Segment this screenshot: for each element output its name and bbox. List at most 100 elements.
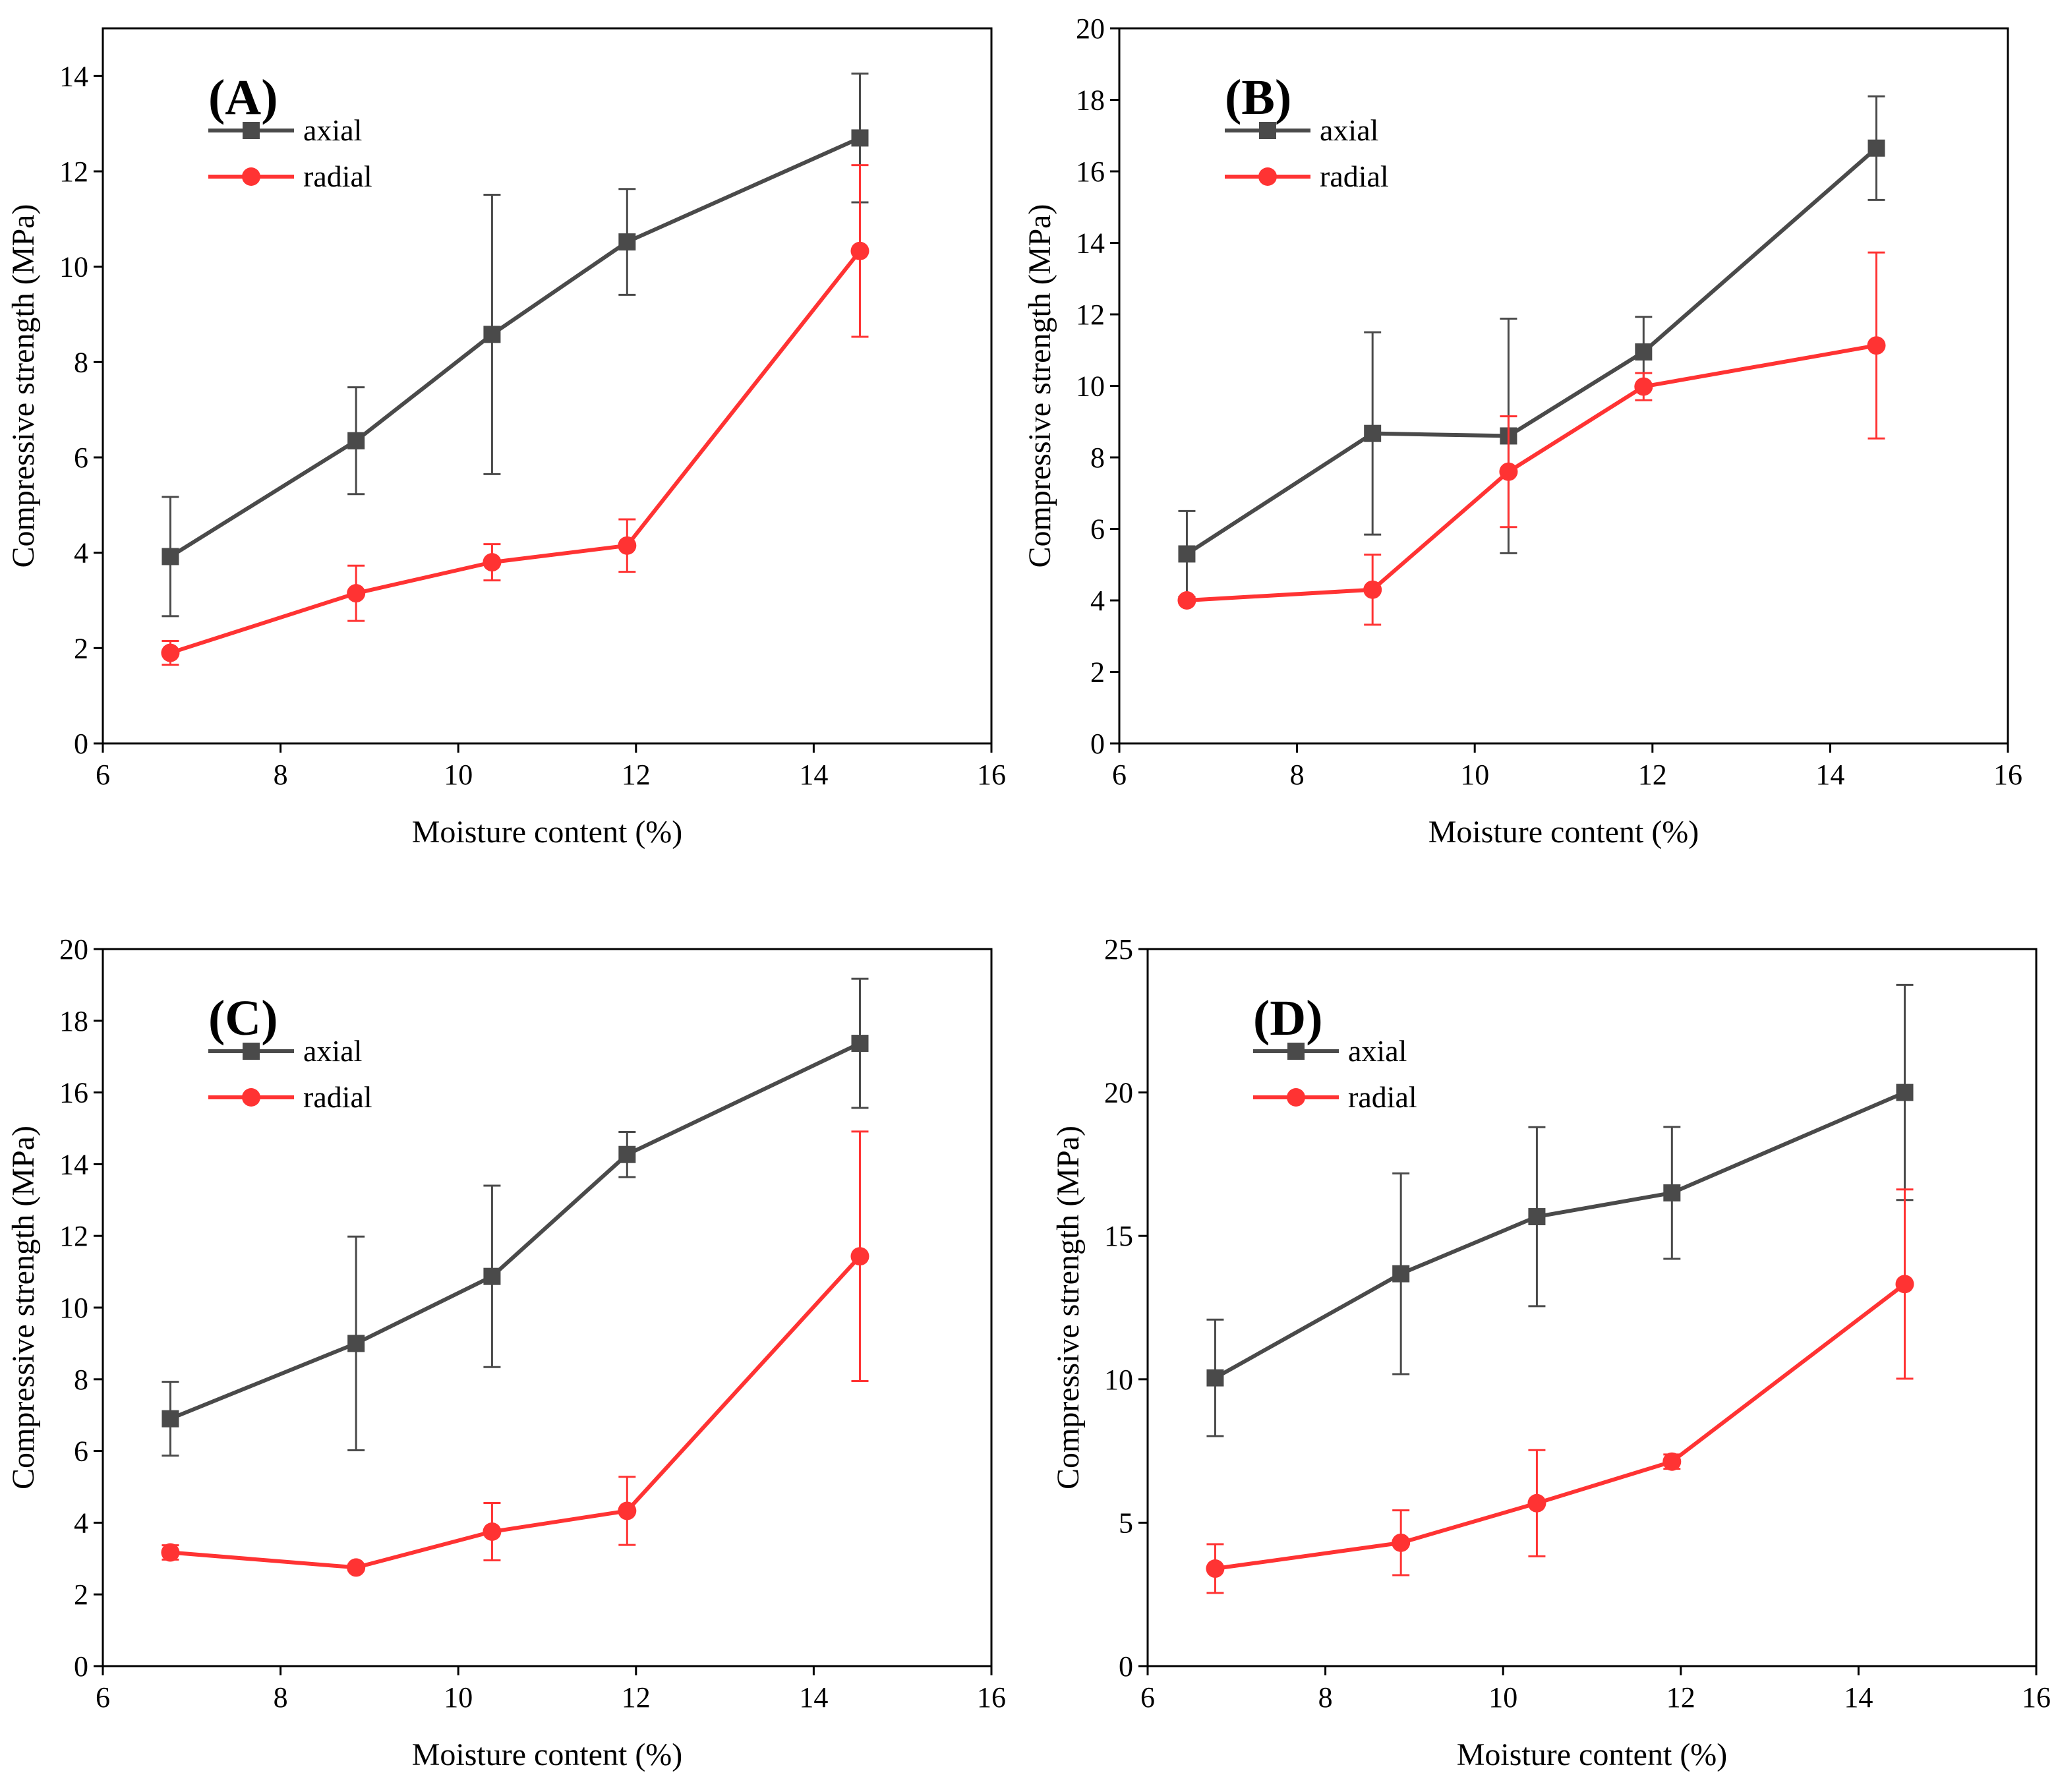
legend-marker — [1287, 1088, 1305, 1107]
data-point — [618, 536, 637, 555]
legend-label: radial — [1348, 1080, 1417, 1114]
y-tick-label: 4 — [74, 1507, 88, 1539]
chart-panel-d: 6 8 10 12 14 16 0 5 10 15 20 25 Moisture content (%)… — [1051, 933, 2051, 1772]
x-axis-title: Moisture content (%) — [1457, 1737, 1728, 1772]
x-tick-label: 12 — [622, 759, 651, 791]
legend-marker — [1259, 122, 1276, 139]
legend-label: axial — [1320, 113, 1378, 147]
chart-panel-b: 6 8 10 12 14 16 0 2 4 6 8 10 12 14 16 18 20 Moisture cont… — [1022, 13, 2022, 850]
x-tick-label: 8 — [1290, 759, 1305, 791]
x-tick-label: 10 — [1460, 759, 1489, 791]
x-axis-title: Moisture content (%) — [1428, 815, 1699, 850]
x-tick-label: 14 — [1815, 759, 1844, 791]
data-point — [618, 1145, 636, 1163]
legend-marker — [242, 167, 260, 186]
data-point — [850, 1247, 869, 1266]
x-tick-label: 6 — [96, 759, 110, 791]
legend-marker — [243, 1043, 260, 1060]
y-tick-label: 6 — [1090, 513, 1105, 546]
data-point — [1663, 1184, 1681, 1201]
x-tick-label: 10 — [444, 1681, 473, 1714]
y-tick-label: 12 — [59, 1220, 88, 1252]
x-tick-label: 8 — [274, 1681, 288, 1714]
data-point — [347, 1558, 366, 1577]
x-tick-label: 14 — [799, 1681, 828, 1714]
x-tick-label: 6 — [1112, 759, 1127, 791]
y-tick-label: 20 — [1076, 13, 1105, 45]
series-radial — [1177, 251, 1886, 626]
y-tick-label: 10 — [1076, 370, 1105, 403]
series-radial — [161, 164, 869, 666]
y-tick-label: 8 — [74, 1364, 88, 1396]
data-point — [1206, 1559, 1225, 1578]
y-tick-label: 8 — [74, 346, 88, 378]
y-tick-label: 18 — [59, 1005, 88, 1037]
x-tick-label: 16 — [1993, 759, 2022, 791]
x-tick-label: 10 — [1488, 1681, 1517, 1714]
x-tick-label: 12 — [622, 1681, 651, 1714]
x-axis-title: Moisture content (%) — [412, 815, 683, 850]
data-point — [850, 241, 869, 260]
data-point — [1178, 545, 1196, 563]
series-radial — [161, 1130, 869, 1577]
legend-item-axial: axial — [208, 113, 362, 147]
y-tick-label: 12 — [59, 156, 88, 188]
y-tick-label: 2 — [74, 632, 88, 664]
data-point — [618, 233, 636, 251]
x-axis-title: Moisture content (%) — [412, 1737, 683, 1772]
y-tick-label: 5 — [1119, 1507, 1133, 1539]
data-point — [162, 548, 179, 565]
y-tick-label: 2 — [1090, 656, 1105, 689]
legend: axial radial — [208, 113, 372, 193]
y-tick-label: 0 — [1090, 728, 1105, 760]
y-tick-label: 15 — [1104, 1220, 1133, 1252]
x-tick-label: 14 — [1844, 1681, 1873, 1714]
plot-frame — [1146, 948, 2038, 1667]
legend-item-radial: radial — [1253, 1080, 1417, 1114]
legend-marker — [1287, 1043, 1305, 1060]
data-point — [483, 553, 502, 572]
x-tick-label: 16 — [977, 759, 1006, 791]
chart-panel-c: 6 8 10 12 14 16 0 2 4 6 8 10 12 14 16 18 20 Moisture cont… — [6, 933, 1006, 1772]
data-point — [161, 643, 180, 662]
y-tick-label: 8 — [1090, 442, 1105, 474]
data-point — [483, 326, 501, 343]
y-axis-title: Compressive strength (MPa) — [6, 1126, 41, 1489]
data-point — [1867, 336, 1886, 355]
y-tick-label: 0 — [1119, 1650, 1133, 1683]
legend: axial radial — [208, 1034, 372, 1114]
y-tick-label: 4 — [1090, 585, 1105, 617]
y-tick-label: 18 — [1076, 84, 1105, 117]
y-tick-label: 14 — [1076, 227, 1105, 260]
x-tick-label: 16 — [977, 1681, 1006, 1714]
x-tick-label: 8 — [1318, 1681, 1333, 1714]
data-point — [1177, 591, 1196, 610]
y-tick-label: 6 — [74, 1435, 88, 1468]
data-point — [347, 1335, 365, 1352]
legend: axial radial — [1225, 113, 1389, 193]
series-axial — [162, 72, 869, 618]
data-point — [618, 1501, 637, 1520]
y-tick-label: 16 — [1076, 156, 1105, 188]
legend-item-radial: radial — [208, 159, 372, 193]
y-tick-label: 10 — [1104, 1364, 1133, 1396]
y-tick-label: 0 — [74, 1650, 88, 1683]
series-axial — [162, 977, 869, 1457]
data-point — [851, 129, 869, 147]
y-tick-label: 14 — [59, 1148, 88, 1180]
series-radial — [1206, 1188, 1914, 1594]
y-tick-label: 12 — [1076, 299, 1105, 331]
data-point — [1527, 1493, 1546, 1513]
legend-label: radial — [1320, 159, 1389, 193]
chart-panel-a: 6 8 10 12 14 16 0 2 4 6 8 10 12 14 Moisture content (%… — [6, 27, 1006, 850]
data-point — [1662, 1452, 1682, 1471]
y-tick-label: 25 — [1104, 933, 1133, 966]
data-point — [1499, 462, 1518, 481]
data-point — [1895, 1275, 1914, 1294]
legend-marker — [242, 1088, 260, 1107]
series-axial — [1206, 983, 1914, 1437]
legend-item-axial: axial — [208, 1034, 362, 1068]
data-point — [1867, 139, 1885, 157]
legend-item-radial: radial — [208, 1080, 372, 1114]
